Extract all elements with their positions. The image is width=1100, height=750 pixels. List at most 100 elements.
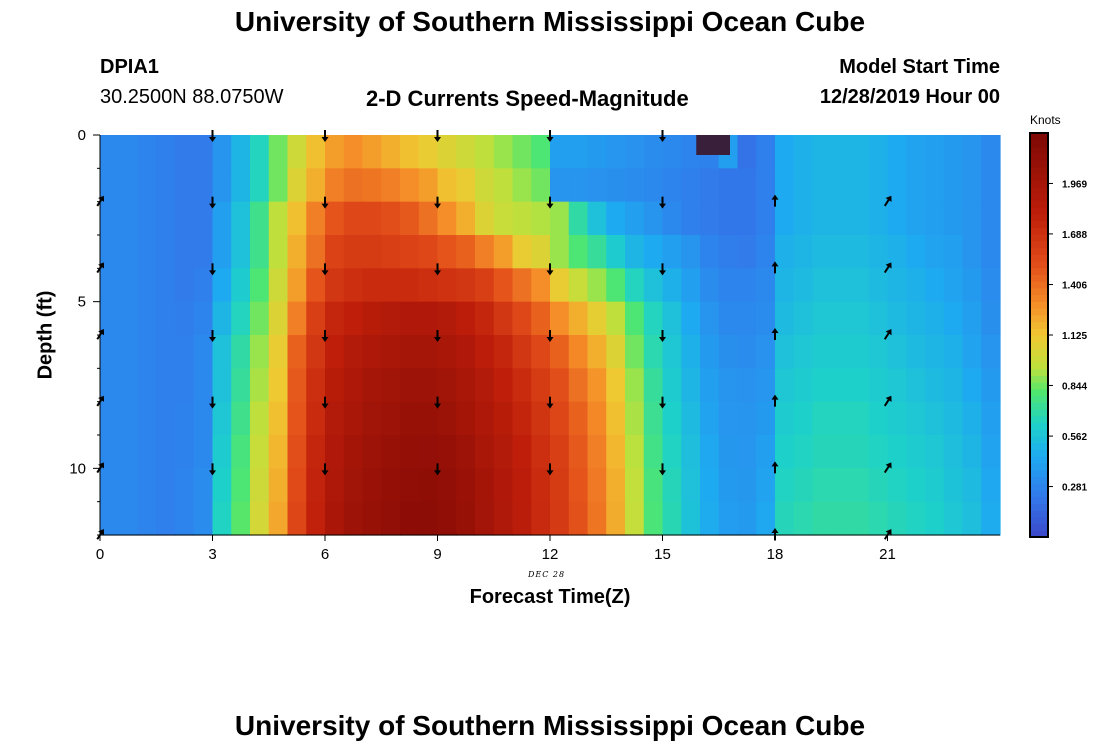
heatmap-cell [981,201,1001,236]
model-start-value: 12/28/2019 Hour 00 [819,86,1000,108]
heatmap-cell [793,301,814,336]
current-vector-arrow [546,396,554,409]
heatmap-cell [456,301,476,336]
heatmap-cell [325,201,345,236]
heatmap-cell [943,501,964,536]
heatmap-cell [737,268,757,303]
heatmap-cell [287,268,307,303]
heatmap-cell [887,368,907,403]
heatmap-cell [381,368,401,403]
heatmap-cell [362,335,382,369]
heatmap-cell [718,368,739,403]
heatmap-cell [118,468,139,503]
current-vector-arrow [209,330,216,342]
heatmap-cell [512,201,532,236]
heatmap-cell [700,501,720,536]
heatmap-cell [400,501,420,536]
heatmap-cell [287,201,307,236]
colorbar-segment [1030,294,1048,302]
station-id: DPIA1 [100,56,159,78]
heatmap-cell [700,401,720,436]
heatmap-cell [831,235,851,269]
colorbar-segment [1030,234,1048,242]
heatmap-cell [850,435,870,469]
heatmap-cell [568,468,589,503]
colorbar-segment [1030,422,1048,430]
colorbar-segment [1030,139,1048,148]
y-axis-title: Depth (ft) [34,290,57,380]
colorbar-segment [1030,449,1048,457]
colorbar-segment [1030,496,1048,504]
heatmap-cell [231,235,251,269]
heatmap-cell [550,268,570,303]
colorbar-segment [1030,335,1048,343]
current-vector-arrow [883,395,892,407]
colorbar-segment [1030,193,1048,201]
current-vector-arrow [771,461,779,474]
heatmap-cell [306,401,326,436]
heatmap-cell [643,468,664,503]
heatmap-cell [475,368,495,403]
heatmap-cell [362,368,382,403]
heatmap-cell [212,435,232,469]
chart-title: 2-D Currents Speed-Magnitude [366,86,689,111]
heatmap-cell [625,335,645,369]
heatmap-cell [625,368,645,403]
heatmap-cell [868,235,889,269]
heatmap-cell [718,268,739,303]
current-vector-arrow [321,330,329,342]
heatmap-cell [625,435,645,469]
colorbar-segment [1030,388,1048,397]
heatmap-cell [418,368,439,403]
heatmap-cell [700,368,720,403]
heatmap-cell [643,435,664,469]
heatmap-cell [550,368,570,403]
heatmap-cell [906,235,926,269]
heatmap-cell [231,201,251,236]
colorbar-tick-label: 1.969 [1062,179,1087,190]
heatmap-cell [681,368,701,403]
heatmap-cell [550,435,570,469]
heatmap-cell [606,468,626,503]
heatmap-cell [156,368,176,403]
current-vector-arrow [209,263,216,276]
current-vector-arrow [883,529,892,540]
heatmap-cell [325,301,345,336]
heatmap-cell [696,135,730,155]
heatmap-cell [381,468,401,503]
colorbar-segment [1030,382,1048,390]
heatmap-cell [925,301,945,336]
heatmap-cell [212,168,232,203]
heatmap-cell [681,335,701,369]
heatmap-cell [175,235,195,269]
heatmap-cell [287,468,307,503]
heatmap-cell [756,301,776,336]
heatmap-cell [625,501,645,536]
heatmap-cell [493,301,514,336]
heatmap-cell [512,235,532,269]
heatmap-cell [568,501,589,536]
heatmap-cell [456,435,476,469]
heatmap-cell [662,401,682,436]
heatmap-cell [306,301,326,336]
current-vector-arrow [659,463,666,476]
heatmap-cell [718,235,739,269]
current-vector-arrow [659,396,666,409]
colorbar-segment [1030,247,1048,255]
heatmap-cell [212,235,232,269]
heatmap-cell [175,368,195,403]
heatmap-cell [681,468,701,503]
heatmap-cell [681,301,701,336]
heatmap-cell [625,201,645,236]
heatmap-cell [100,335,120,369]
heatmap-cell [343,401,364,436]
heatmap-cell [981,368,1001,403]
colorbar-segment [1030,469,1048,477]
heatmap-cell [193,235,214,269]
heatmap-cell [981,468,1001,503]
heatmap-cell [362,468,382,503]
heatmap-cell [137,368,157,403]
colorbar-segment [1030,395,1048,403]
heatmap-cell [962,301,982,336]
heatmap-cell [850,401,870,436]
